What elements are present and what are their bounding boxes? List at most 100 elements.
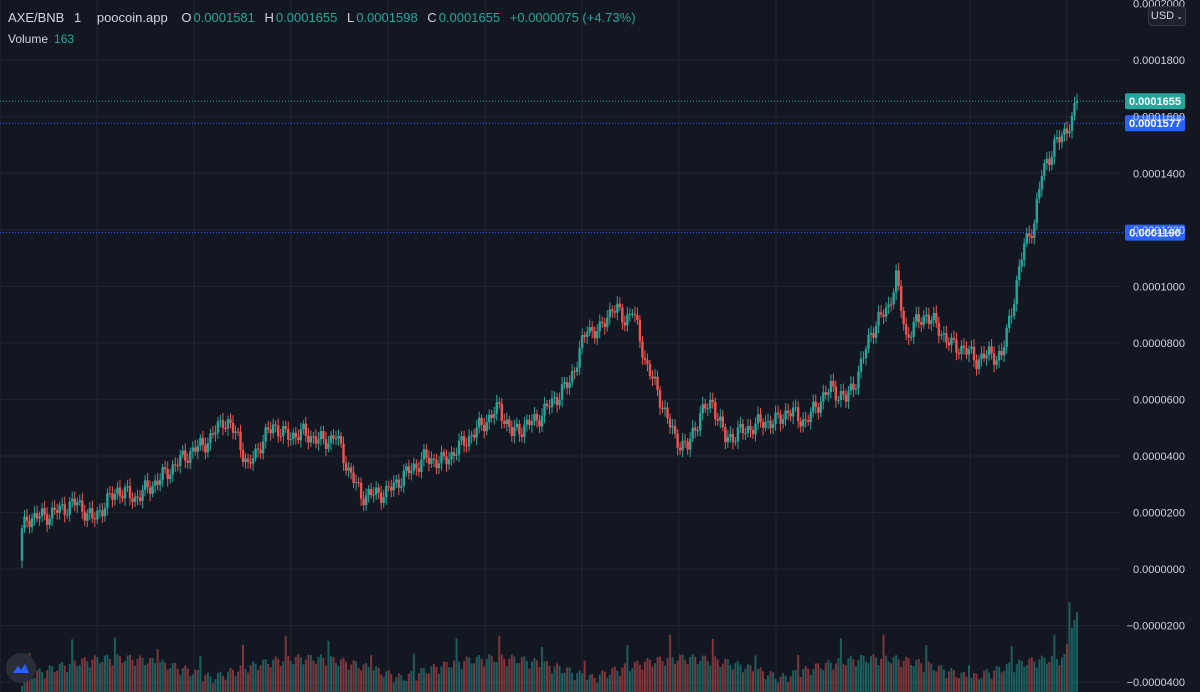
candle-body [410,470,413,474]
volume-bar [875,657,878,692]
candle-body [596,331,599,339]
candle-body [1007,315,1011,328]
volume-bar [21,686,23,692]
open-value: 0.0001581 [193,10,255,25]
volume-bar [214,679,217,692]
volume-bar [684,659,687,692]
volume-bar [161,659,164,692]
volume-bar [659,656,662,692]
volume-bar [402,680,405,692]
volume-bar [729,665,732,692]
candle-body [739,424,742,428]
volume-bar [26,672,29,692]
candle-body [420,459,423,472]
volume-bar [1023,666,1026,692]
volume-bar [465,656,468,692]
volume-bar [583,660,586,692]
candle-body [613,311,617,313]
volume-bar [400,675,403,692]
candle-body [71,498,74,502]
volume-bar [616,670,619,692]
volume-bar [340,659,343,692]
candle-body [475,427,478,438]
volume-bar [96,656,99,692]
volume-bar [867,662,870,692]
candle-body [369,488,373,495]
volume-bar [43,678,46,692]
candle-body [1002,346,1006,356]
candle-body [405,466,408,471]
candle-body [867,334,870,350]
y-tick-label: −0.0000200 [1127,621,1185,633]
volume-bar [156,649,159,692]
currency-dropdown[interactable]: USD ⌄ [1148,6,1186,26]
candle-body [287,428,290,440]
volume-bar [538,667,541,692]
volume-bar [1005,664,1008,692]
volume-bar [827,659,830,692]
candle-body [83,511,86,521]
candle-body [88,508,92,514]
candle-body [945,333,948,343]
candle-body [181,450,184,455]
y-tick-label: 0.0000800 [1133,338,1185,350]
volume-bar [144,665,147,692]
candle-body [211,433,215,435]
candle-body [636,314,639,320]
candle-body [48,518,51,525]
volume-bar [78,665,81,692]
volume-bar [219,671,222,692]
volume-bar [556,663,559,692]
volume-bar [892,656,895,692]
volume-bar [68,663,71,692]
candle-body [111,493,114,500]
candle-body [146,480,149,488]
volume-bar [689,657,692,692]
candle-body [857,371,860,389]
candle-body [397,479,400,488]
volume-bar [561,673,564,692]
candle-body [332,435,335,439]
price-marker-badge [1125,224,1185,241]
candle-body [387,486,390,488]
candle-body [910,336,913,338]
volume-bar [591,674,594,692]
volume-bar [269,667,272,692]
candle-body [490,414,493,418]
ohlc-legend: AXE/BNB 1 poocoin.app O 0.0001581 H 0.0001… [8,10,638,25]
volume-bar [666,658,669,692]
volume-bar [525,661,528,692]
volume-bar [978,679,981,692]
source-label: poocoin.app [96,10,168,25]
volume-bar [767,675,770,692]
volume-bar [129,654,132,692]
candle-body [314,436,318,444]
candle-body [382,497,385,504]
volume-bar [960,672,963,692]
volume-bar [1038,659,1041,692]
candle-body [199,437,202,446]
candle-body [937,322,941,336]
y-tick-label: 0.0001600 [1133,112,1185,124]
volume-bar [159,662,162,692]
candle-body [726,436,730,443]
volume-bar [985,669,988,692]
candle-body [653,376,657,379]
tradingview-logo-icon[interactable] [6,653,36,683]
candle-body [904,324,908,335]
volume-legend: Volume 163 [8,32,74,46]
volume-bar [721,663,724,692]
volume-bar [166,669,169,692]
candle-body [390,486,393,491]
volume-bar [633,661,636,692]
volume-bar [691,654,694,692]
candle-body [1068,131,1071,134]
volume-bar [41,671,44,692]
candle-body [422,449,426,460]
volume-bar [804,666,807,692]
volume-bar [113,637,116,692]
volume-bar [495,661,498,692]
candle-body [68,501,71,515]
candle-body [432,458,436,460]
